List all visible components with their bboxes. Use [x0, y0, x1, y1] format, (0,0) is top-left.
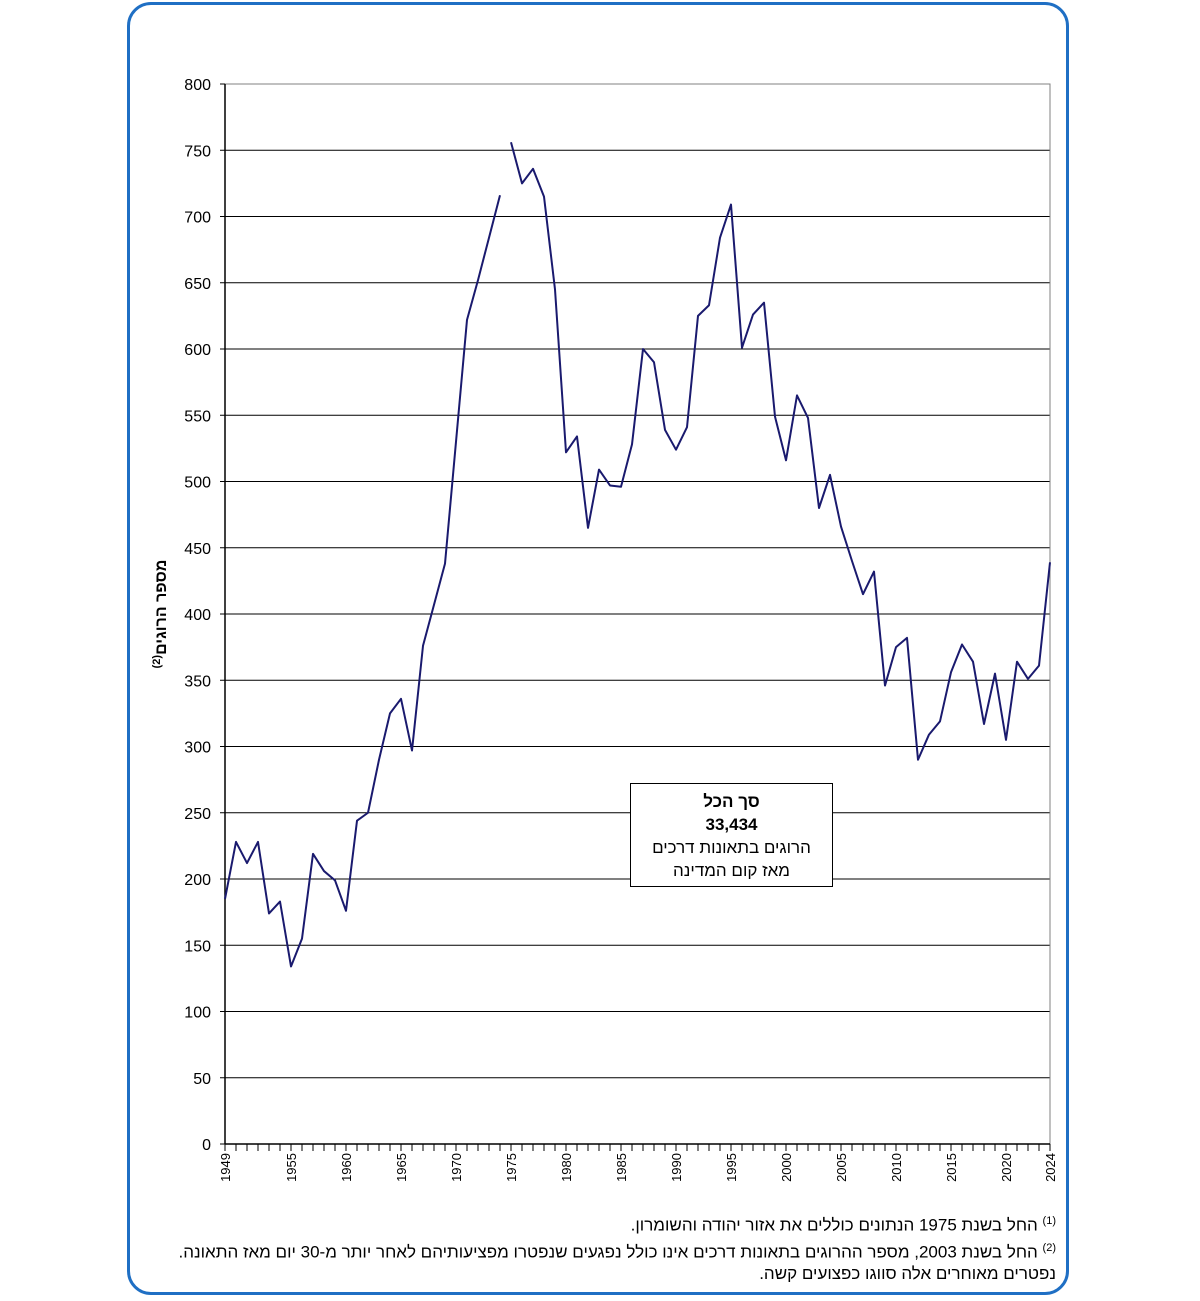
y-tick-label-200: 200 — [184, 872, 211, 889]
x-tick-label-2010: 2010 — [889, 1153, 904, 1182]
x-tick-label-1980: 1980 — [559, 1153, 574, 1182]
total-annotation-box: סך הכל 33,434 הרוגים בתאונות דרכים מאז ק… — [630, 783, 833, 887]
x-tick-label-2024: 2024 — [1043, 1153, 1058, 1182]
y-axis-label-text: מספר הרוגים — [153, 560, 170, 655]
y-tick-label-400: 400 — [184, 607, 211, 624]
footnote-2: (2) החל בשנת 2003, מספר ההרוגים בתאונות … — [150, 1237, 1056, 1286]
y-tick-label-250: 250 — [184, 806, 211, 823]
y-axis-ticks: 0 50 100 150 200 250 300 350 400 450 500 550 600 650 7… — [184, 77, 225, 1154]
x-tick-label-1970: 1970 — [449, 1153, 464, 1182]
y-tick-label-100: 100 — [184, 1005, 211, 1022]
total-description-line1: הרוגים בתאונות דרכים — [652, 838, 811, 857]
x-tick-label-1975: 1975 — [504, 1153, 519, 1182]
x-tick-label-1955: 1955 — [284, 1153, 299, 1182]
footnotes: (1) החל בשנת 1975 הנתונים כוללים את אזור… — [150, 1210, 1056, 1285]
total-description-line2: מאז קום המדינה — [673, 861, 790, 880]
series-line-1 — [224, 195, 501, 968]
y-tick-label-600: 600 — [184, 342, 211, 359]
x-tick-label-1995: 1995 — [724, 1153, 739, 1182]
footnote-2-marker: (2) — [1042, 1241, 1056, 1254]
x-tick-label-2000: 2000 — [779, 1153, 794, 1182]
x-tick-label-2005: 2005 — [834, 1153, 849, 1182]
x-tick-label-1985: 1985 — [614, 1153, 629, 1182]
y-tick-label-0: 0 — [202, 1137, 211, 1154]
total-value: 33,434 — [705, 815, 758, 834]
x-axis-ticks: 1949 1955 1960 1965 1970 1975 1980 1985 1990 1995… — [218, 1144, 1058, 1182]
y-tick-label-550: 550 — [184, 408, 211, 425]
series-lines — [224, 142, 1051, 968]
x-tick-label-2020: 2020 — [999, 1153, 1014, 1182]
total-title: סך הכל — [703, 792, 760, 811]
x-tick-label-1990: 1990 — [669, 1153, 684, 1182]
footnote-1-text: החל בשנת 1975 הנתונים כוללים את אזור יהו… — [630, 1215, 1043, 1235]
x-tick-label-2015: 2015 — [944, 1153, 959, 1182]
y-tick-label-800: 800 — [184, 77, 211, 94]
x-tick-label-1965: 1965 — [394, 1153, 409, 1182]
y-tick-label-450: 450 — [184, 541, 211, 558]
y-tick-label-150: 150 — [184, 938, 211, 955]
x-tick-label-1949: 1949 — [218, 1153, 233, 1182]
y-tick-label-500: 500 — [184, 475, 211, 492]
x-tick-label-1960: 1960 — [339, 1153, 354, 1182]
y-axis-label-superscript: (2) — [151, 655, 163, 669]
footnote-1: (1) החל בשנת 1975 הנתונים כוללים את אזור… — [150, 1210, 1056, 1237]
series-line-2 — [510, 142, 1051, 761]
y-tick-label-750: 750 — [184, 143, 211, 160]
gridlines — [225, 83, 1050, 1079]
footnote-2-text: החל בשנת 2003, מספר ההרוגים בתאונות דרכי… — [178, 1242, 1056, 1284]
y-tick-label-650: 650 — [184, 276, 211, 293]
y-tick-label-350: 350 — [184, 673, 211, 690]
y-tick-label-50: 50 — [193, 1071, 211, 1088]
y-axis-label: (2)מספר הרוגים — [151, 560, 170, 669]
y-tick-label-300: 300 — [184, 740, 211, 757]
y-tick-label-700: 700 — [184, 210, 211, 227]
chart-frame — [127, 2, 1069, 1295]
footnote-1-marker: (1) — [1042, 1215, 1056, 1227]
